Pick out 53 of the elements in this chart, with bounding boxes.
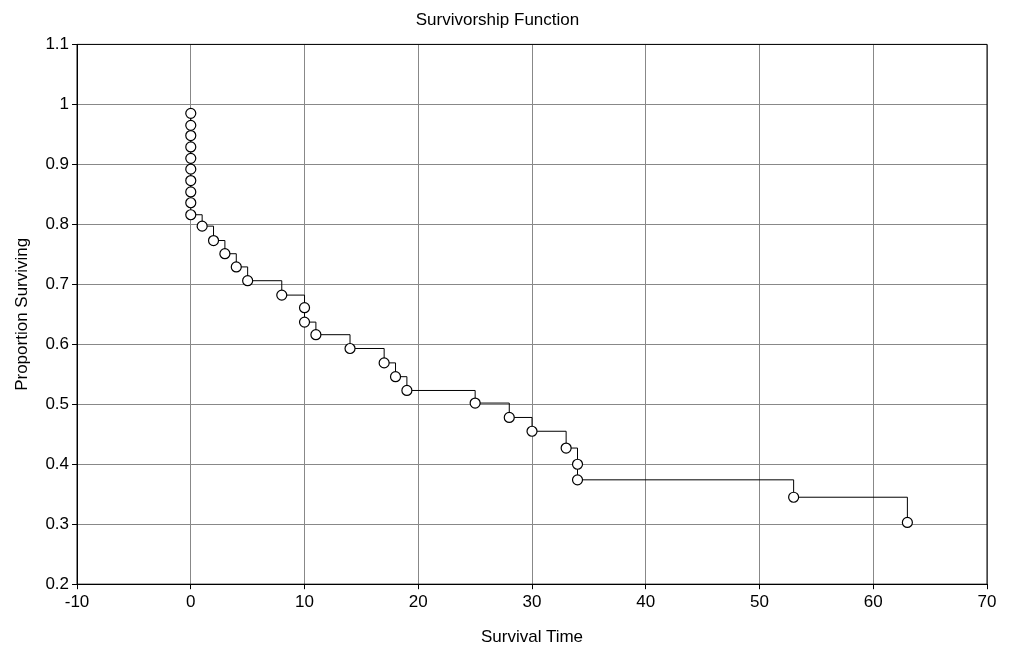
y-tick-label: 0.9 xyxy=(45,154,70,174)
point xyxy=(185,129,197,142)
point xyxy=(788,491,800,503)
x-tick-label: 70 xyxy=(977,592,997,612)
point xyxy=(185,152,197,164)
x-tick-label: 10 xyxy=(295,592,314,612)
point xyxy=(185,174,197,187)
point xyxy=(378,357,390,369)
point xyxy=(298,316,311,328)
x-axis-title: Survival Time xyxy=(481,627,584,647)
x-tick-label: 20 xyxy=(408,592,428,612)
point xyxy=(185,186,197,198)
x-tick-label: 60 xyxy=(863,592,883,612)
point xyxy=(401,384,413,397)
y-tick-label: 0.6 xyxy=(45,333,70,353)
point xyxy=(560,442,572,454)
y-tick-label: 0.5 xyxy=(45,393,70,413)
point xyxy=(185,163,197,175)
y-tick-label: 0.7 xyxy=(45,274,70,293)
point xyxy=(185,141,197,153)
point xyxy=(185,197,197,209)
point xyxy=(276,289,288,301)
y-tick-label: 0.2 xyxy=(45,573,70,593)
point xyxy=(298,302,311,314)
chart-title: Survivorship Function xyxy=(415,9,580,29)
point xyxy=(185,209,197,221)
x-tick-label: 40 xyxy=(636,592,656,612)
point xyxy=(526,425,538,437)
point xyxy=(310,329,322,341)
x-tick-label: -10 xyxy=(64,592,90,612)
x-tick-label: 0 xyxy=(186,592,196,612)
point xyxy=(185,107,197,119)
point xyxy=(185,119,197,131)
x-tick-label: 30 xyxy=(522,592,542,612)
point xyxy=(571,474,584,486)
point xyxy=(344,342,356,355)
point xyxy=(242,275,254,287)
y-tick-label: 0.8 xyxy=(45,214,70,234)
point xyxy=(207,234,220,247)
y-tick-label: 1.1 xyxy=(45,34,70,54)
y-tick-label: 0.3 xyxy=(45,513,70,533)
point xyxy=(230,261,242,273)
point xyxy=(469,397,481,409)
point xyxy=(901,516,913,529)
point xyxy=(503,411,515,424)
y-axis-title: Proportion Surviving xyxy=(11,237,31,391)
y-tick-label: 0.4 xyxy=(45,453,70,473)
point xyxy=(571,458,584,470)
point xyxy=(219,248,231,260)
y-tick-label: 1 xyxy=(59,94,70,114)
x-tick-label: 50 xyxy=(750,592,769,612)
point xyxy=(196,220,208,232)
point xyxy=(389,371,402,383)
